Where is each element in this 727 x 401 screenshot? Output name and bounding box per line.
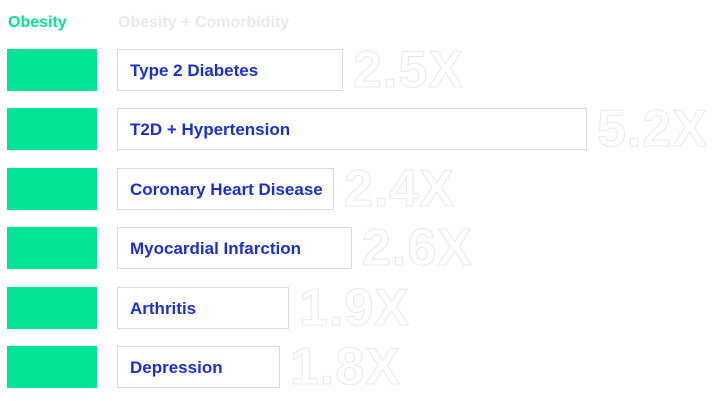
- comorbidity-bar: Myocardial Infarction: [117, 227, 352, 269]
- category-label: Depression: [130, 358, 223, 377]
- obesity-bar: [7, 227, 97, 269]
- comorbidity-bar: T2D + Hypertension: [117, 108, 587, 150]
- obesity-bar: [7, 168, 97, 210]
- ratio-label: 2.6X: [362, 219, 473, 277]
- category-label: Myocardial Infarction: [130, 239, 301, 258]
- ratio-label: 1.8X: [290, 338, 401, 396]
- ratio-label: 1.9X: [299, 279, 410, 337]
- obesity-bar: [7, 108, 97, 150]
- chart-row: Myocardial Infarction 2.6X: [0, 219, 727, 277]
- obesity-bar: [7, 287, 97, 329]
- legend-obesity-label: Obesity: [8, 14, 67, 31]
- comorbidity-bar: Arthritis: [117, 287, 289, 329]
- chart-row: T2D + Hypertension 5.2X: [0, 100, 727, 158]
- category-label: Arthritis: [130, 299, 197, 318]
- chart-row: Type 2 Diabetes 2.5X: [0, 41, 727, 99]
- obesity-bar: [7, 49, 97, 91]
- ratio-label: 2.5X: [353, 41, 464, 99]
- comorbidity-bar: Depression: [117, 346, 280, 388]
- legend-comorbidity-label: Obesity + Comorbidity: [118, 14, 290, 31]
- chart-row: Depression 1.8X: [0, 338, 727, 396]
- chart-row: Arthritis 1.9X: [0, 279, 727, 337]
- category-label: T2D + Hypertension: [130, 120, 291, 139]
- ratio-label: 2.4X: [344, 160, 455, 218]
- category-label: Coronary Heart Disease: [130, 180, 323, 199]
- chart-row: Coronary Heart Disease 2.4X: [0, 160, 727, 218]
- comorbidity-bar: Coronary Heart Disease: [117, 168, 334, 210]
- ratio-label: 5.2X: [597, 100, 708, 158]
- category-label: Type 2 Diabetes: [130, 61, 259, 80]
- obesity-bar: [7, 346, 97, 388]
- comorbidity-bar: Type 2 Diabetes: [117, 49, 343, 91]
